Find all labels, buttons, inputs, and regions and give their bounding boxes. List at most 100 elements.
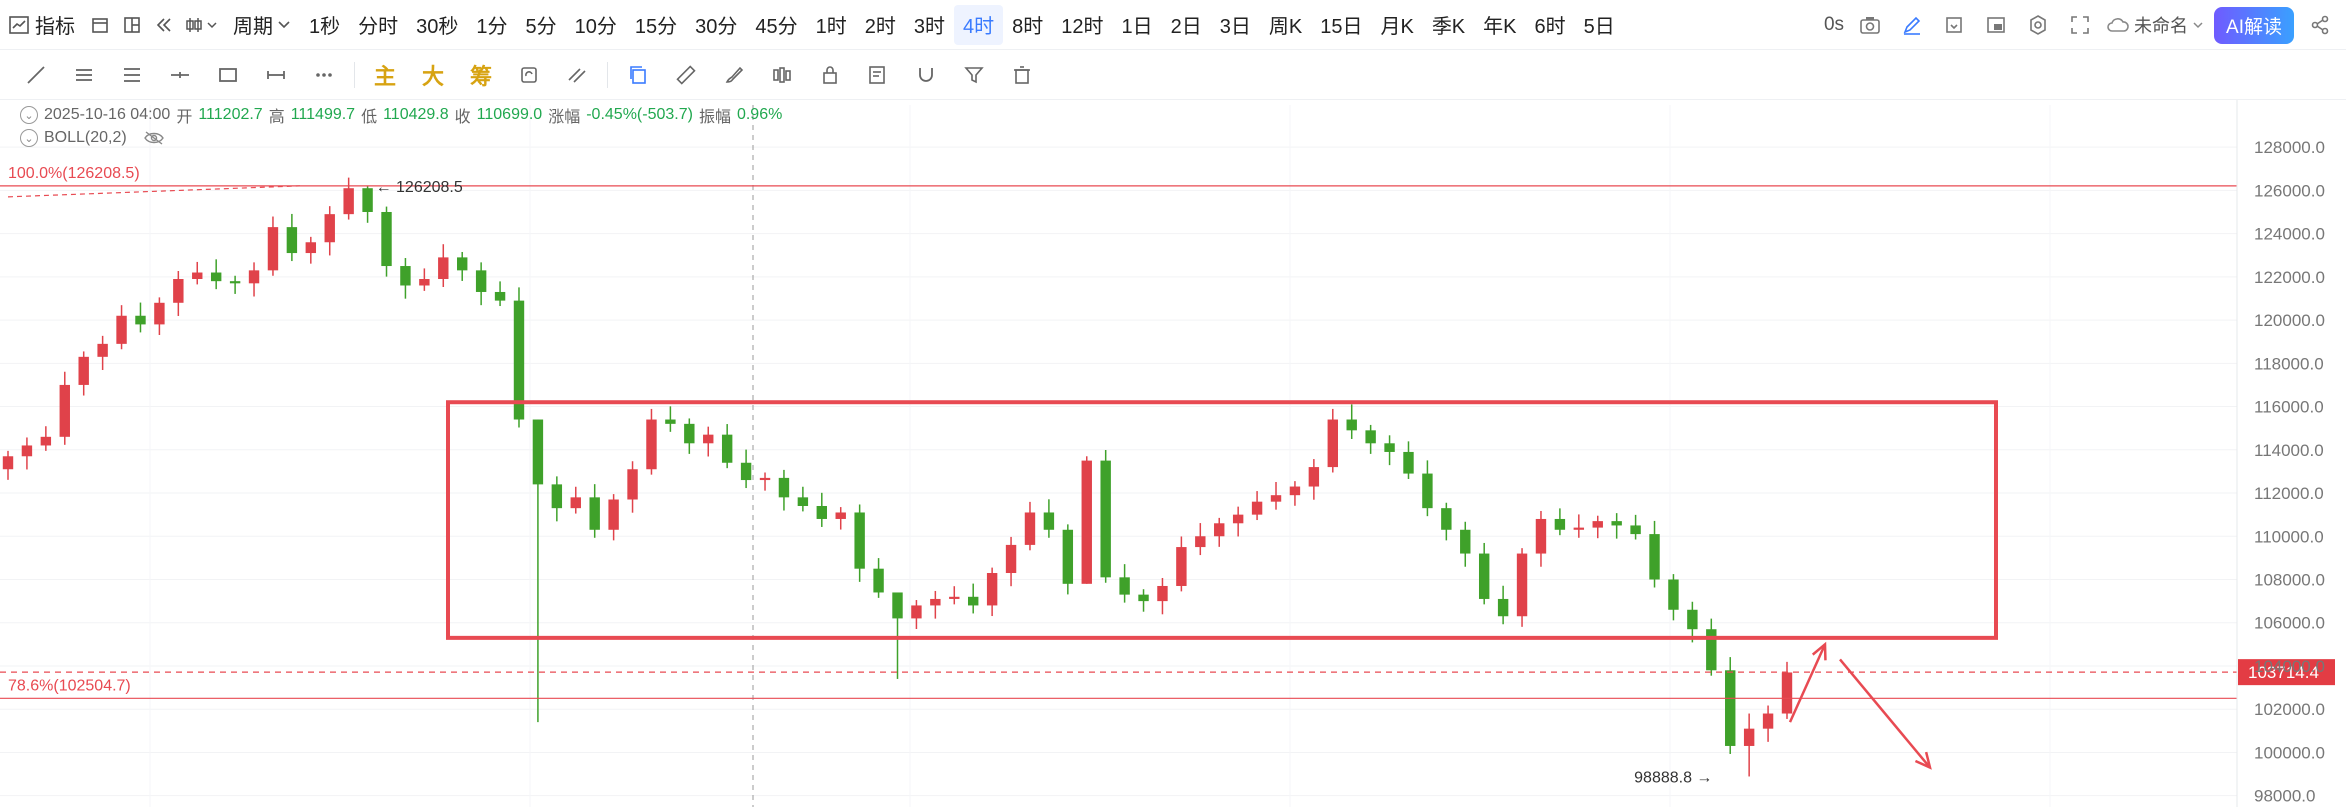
- lock-icon[interactable]: [806, 55, 854, 95]
- high-label: 高: [268, 109, 285, 126]
- interval-tab[interactable]: 5日: [1583, 16, 1615, 38]
- low-marker: 98888.8 →: [1634, 769, 1712, 786]
- chip-distribution-toggle[interactable]: 筹: [469, 63, 492, 89]
- interval-tab[interactable]: 45分: [755, 16, 798, 38]
- interval-tab[interactable]: 30秒: [416, 16, 459, 38]
- candle-body: [589, 497, 600, 530]
- candle-body: [854, 512, 865, 569]
- visibility-off-icon[interactable]: [143, 130, 165, 146]
- interval-tab[interactable]: 10分: [574, 16, 617, 38]
- interval-tab[interactable]: 15分: [634, 16, 678, 38]
- replay-icon[interactable]: [148, 9, 180, 41]
- interval-tabs: 1秒 分时 30秒 1分 5分 10分 15分 30分 45分 1时 2时 3时 4时 8时 12时 1日 2日…: [300, 4, 1624, 45]
- horizontal-line-icon[interactable]: [156, 55, 204, 95]
- price-tick-label: 110000.0: [2254, 527, 2324, 546]
- interval-tab[interactable]: 12时: [1061, 16, 1104, 38]
- rectangle-icon[interactable]: [204, 55, 252, 95]
- interval-tab[interactable]: 年K: [1483, 16, 1517, 38]
- candle-body: [343, 188, 354, 215]
- main-indicator-toggle[interactable]: 主: [373, 63, 396, 89]
- settings-icon[interactable]: [2022, 9, 2054, 41]
- candle-body: [324, 214, 335, 243]
- candle-body: [1251, 501, 1263, 515]
- sync-icon[interactable]: [505, 55, 553, 95]
- interval-tab[interactable]: 季K: [1431, 16, 1466, 38]
- collapse-icon[interactable]: ⌄: [20, 129, 38, 147]
- candle-body: [778, 477, 790, 498]
- template-icon[interactable]: [1980, 9, 2012, 41]
- interval-tab[interactable]: 2时: [864, 16, 896, 38]
- interval-tab[interactable]: 30分: [695, 16, 738, 38]
- big-order-toggle[interactable]: 大: [421, 63, 444, 89]
- period-dropdown[interactable]: 周期: [224, 5, 300, 45]
- interval-tab[interactable]: 3日: [1219, 16, 1251, 38]
- layout-name: 未命名: [2134, 16, 2189, 36]
- trend-line-icon[interactable]: [12, 55, 60, 95]
- trash-icon[interactable]: [998, 55, 1046, 95]
- interval-tab[interactable]: 1日: [1121, 16, 1153, 38]
- interval-tab[interactable]: 周K: [1268, 16, 1303, 38]
- interval-tab[interactable]: 5分: [525, 16, 557, 38]
- interval-tab[interactable]: 分时: [358, 16, 399, 38]
- candle-type-icon[interactable]: [180, 9, 224, 41]
- candle-body: [1346, 419, 1357, 431]
- interval-tab[interactable]: 15日: [1320, 16, 1363, 38]
- separator: [354, 61, 355, 88]
- copy-drawings-icon[interactable]: [614, 55, 662, 95]
- candle-body: [457, 257, 468, 271]
- interval-tab[interactable]: 1时: [815, 16, 847, 38]
- camera-icon[interactable]: [1854, 9, 1886, 41]
- candle-body: [797, 497, 809, 506]
- candle-body: [248, 270, 260, 284]
- share-icon[interactable]: [2304, 9, 2336, 41]
- magnet-icon[interactable]: [902, 55, 950, 95]
- interval-tab[interactable]: 6时: [1534, 16, 1566, 38]
- layout-icon[interactable]: [116, 9, 148, 41]
- pen-icon[interactable]: [1896, 9, 1928, 41]
- candle-body: [1706, 629, 1717, 671]
- interval-tab[interactable]: 2日: [1170, 16, 1202, 38]
- interval-tab[interactable]: 4时: [954, 4, 1004, 45]
- candle-body: [911, 605, 922, 619]
- candle-compare-icon[interactable]: [758, 55, 806, 95]
- indicator-button[interactable]: 指标: [0, 5, 84, 45]
- interval-tab[interactable]: 1分: [476, 16, 508, 38]
- down-arrow[interactable]: [1839, 658, 1931, 769]
- calendar-icon[interactable]: [84, 9, 116, 41]
- ruler-icon[interactable]: [662, 55, 710, 95]
- interval-tab[interactable]: 月K: [1380, 16, 1414, 38]
- note-icon[interactable]: [854, 55, 902, 95]
- interval-tab[interactable]: 8时: [1012, 16, 1044, 38]
- price-range-icon[interactable]: [252, 55, 300, 95]
- price-tick-label: 104000.0: [2254, 657, 2325, 676]
- more-tools-icon[interactable]: [300, 55, 348, 95]
- candle-body: [1214, 523, 1225, 537]
- fullscreen-icon[interactable]: [2064, 9, 2096, 41]
- up-arrow[interactable]: [1788, 643, 1827, 723]
- candle-body: [1270, 495, 1282, 502]
- price-chart[interactable]: 100.0%(126208.5) 78.6%(102504.7) 103714.4 ←…: [0, 100, 2346, 807]
- fib-levels-icon[interactable]: [108, 55, 156, 95]
- candle-body: [154, 302, 165, 325]
- layout-name-dropdown[interactable]: 未命名: [2106, 12, 2204, 38]
- candle-body: [703, 434, 714, 444]
- brush-icon[interactable]: [710, 55, 758, 95]
- range-box[interactable]: [446, 400, 1998, 640]
- candle-body: [1289, 486, 1301, 496]
- candle-body: [608, 499, 619, 530]
- parallel-channel-icon[interactable]: [60, 55, 108, 95]
- export-icon[interactable]: [1938, 9, 1970, 41]
- collapse-icon[interactable]: ⌄: [20, 106, 38, 124]
- filter-icon[interactable]: [950, 55, 998, 95]
- price-tag: 103714.4: [2248, 663, 2319, 682]
- candle-body: [1119, 577, 1130, 595]
- ai-analysis-button[interactable]: AI解读: [2214, 6, 2294, 44]
- candle-body: [627, 469, 638, 500]
- candle-body: [684, 423, 695, 444]
- candle-body: [1327, 419, 1338, 468]
- interval-tab[interactable]: 3时: [913, 16, 945, 38]
- fib-trend-line[interactable]: [7, 185, 301, 198]
- candle-body: [305, 242, 317, 254]
- eraser-lines-icon[interactable]: [553, 55, 601, 95]
- interval-tab[interactable]: 1秒: [309, 16, 341, 38]
